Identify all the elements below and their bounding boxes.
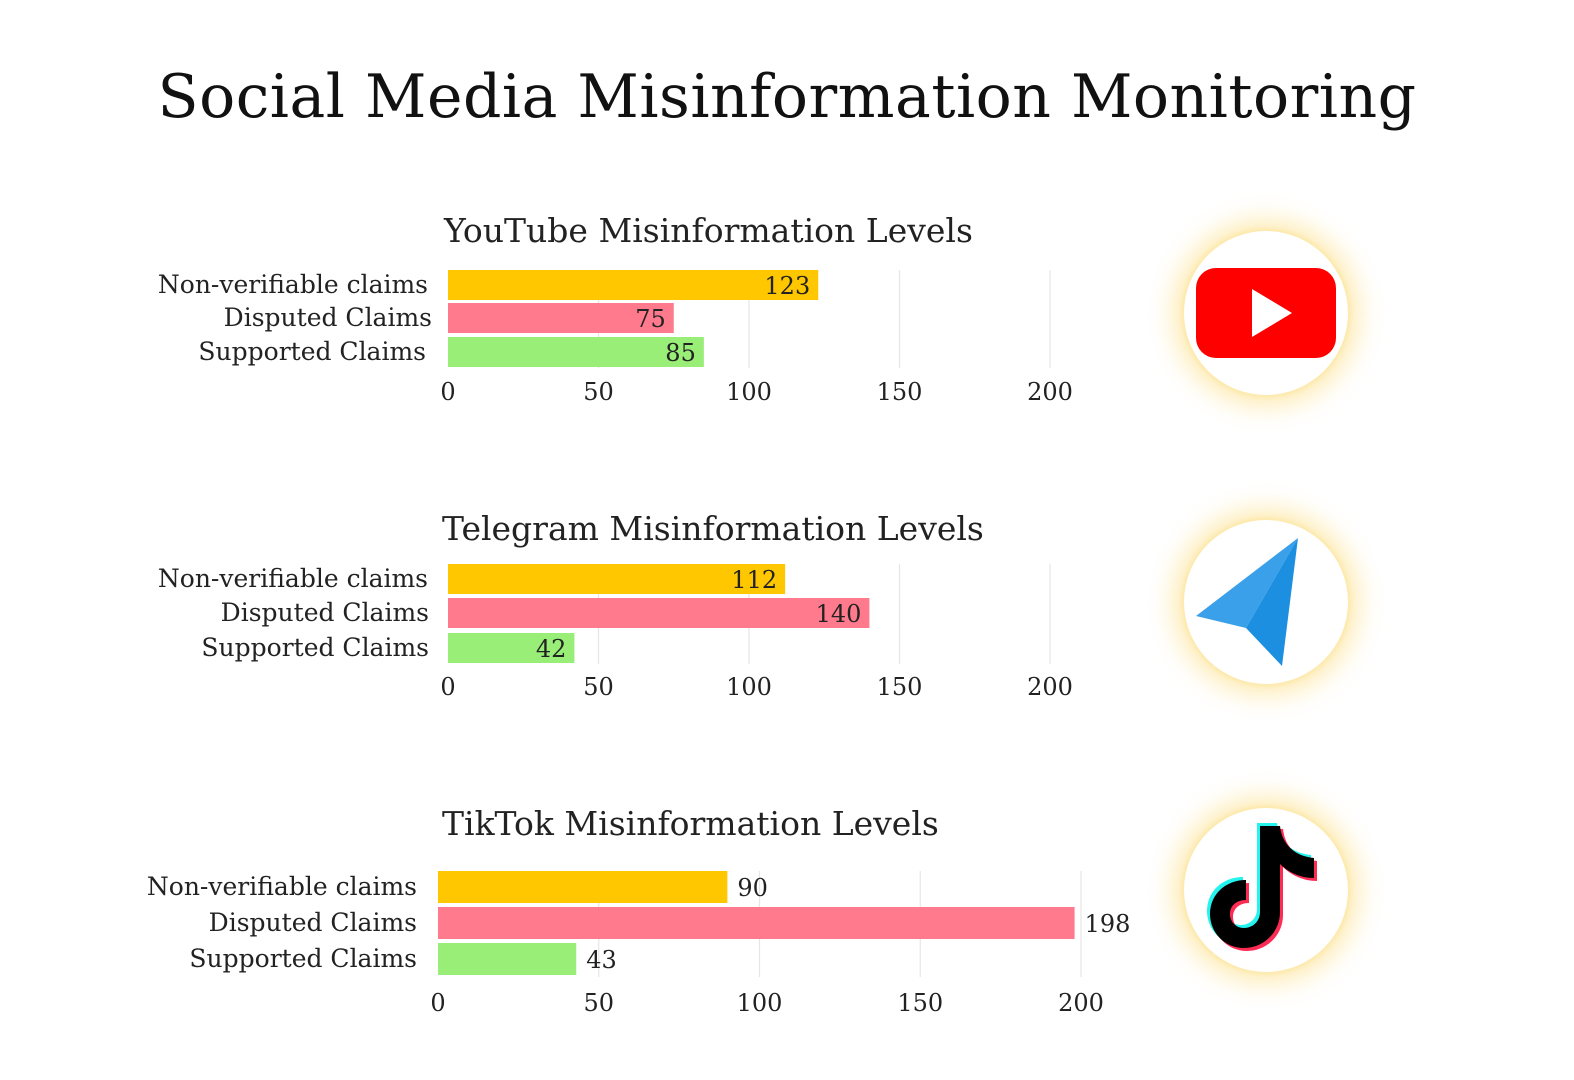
youtube-bar-non-verifiable [448, 270, 819, 300]
tiktok-bar-non-verifiable [438, 871, 728, 903]
youtube-category-label: Disputed Claims [224, 303, 432, 332]
telegram-category-label: Disputed Claims [221, 598, 429, 627]
telegram-tick-label: 200 [1027, 673, 1073, 701]
telegram-bar-non-verifiable [448, 564, 786, 594]
telegram-bar-supported [448, 633, 575, 663]
telegram-category-label: Supported Claims [201, 633, 429, 662]
youtube-icon [1196, 268, 1336, 358]
telegram-bar-chart: Telegram Misinformation Levels Non-verifi… [158, 509, 1073, 701]
youtube-bar-supported [448, 337, 704, 367]
youtube-category-label: Non-verifiable claims [158, 270, 428, 299]
tiktok-value-label: 43 [586, 946, 617, 974]
tiktok-bar-disputed [438, 907, 1075, 939]
telegram-value-label: 112 [731, 566, 777, 594]
tiktok-bar-supported [438, 943, 577, 975]
telegram-bar-disputed [448, 598, 870, 628]
telegram-tick-label: 0 [440, 673, 455, 701]
youtube-tick-label: 0 [440, 378, 455, 406]
tiktok-chart-title: TikTok Misinformation Levels [442, 804, 939, 843]
telegram-category-label: Non-verifiable claims [158, 564, 428, 593]
tiktok-value-label: 90 [737, 874, 768, 902]
telegram-chart-title: Telegram Misinformation Levels [442, 509, 984, 548]
tiktok-tick-label: 200 [1058, 989, 1104, 1017]
youtube-logo-badge [1184, 231, 1348, 395]
telegram-value-label: 42 [536, 635, 567, 663]
page-title: Social Media Misinformation Monitoring [157, 62, 1417, 132]
youtube-bar-disputed [448, 303, 674, 333]
tiktok-bar-chart: TikTok Misinformation Levels Non-verifiab… [147, 804, 1131, 1017]
youtube-bar-chart: YouTube Misinformation Levels Non-verifia… [158, 211, 1073, 406]
youtube-value-label: 85 [665, 339, 696, 367]
youtube-category-label: Supported Claims [198, 337, 426, 366]
youtube-value-label: 123 [764, 272, 810, 300]
telegram-icon [1196, 538, 1298, 666]
tiktok-icon [1207, 823, 1317, 951]
tiktok-tick-label: 50 [583, 989, 614, 1017]
telegram-value-label: 140 [816, 600, 862, 628]
tiktok-logo-badge [1184, 808, 1348, 972]
telegram-logo-badge [1184, 520, 1348, 684]
telegram-tick-label: 100 [726, 673, 772, 701]
tiktok-category-label: Disputed Claims [209, 908, 417, 937]
youtube-tick-label: 100 [726, 378, 772, 406]
youtube-tick-label: 50 [583, 378, 614, 406]
youtube-tick-label: 200 [1027, 378, 1073, 406]
telegram-tick-label: 150 [877, 673, 923, 701]
youtube-value-label: 75 [635, 305, 666, 333]
tiktok-tick-label: 150 [897, 989, 943, 1017]
tiktok-tick-label: 0 [430, 989, 445, 1017]
tiktok-category-label: Non-verifiable claims [147, 872, 417, 901]
tiktok-value-label: 198 [1085, 910, 1131, 938]
telegram-tick-label: 50 [583, 673, 614, 701]
tiktok-category-label: Supported Claims [189, 944, 417, 973]
youtube-chart-title: YouTube Misinformation Levels [443, 211, 973, 250]
tiktok-tick-label: 100 [737, 989, 783, 1017]
youtube-tick-label: 150 [877, 378, 923, 406]
